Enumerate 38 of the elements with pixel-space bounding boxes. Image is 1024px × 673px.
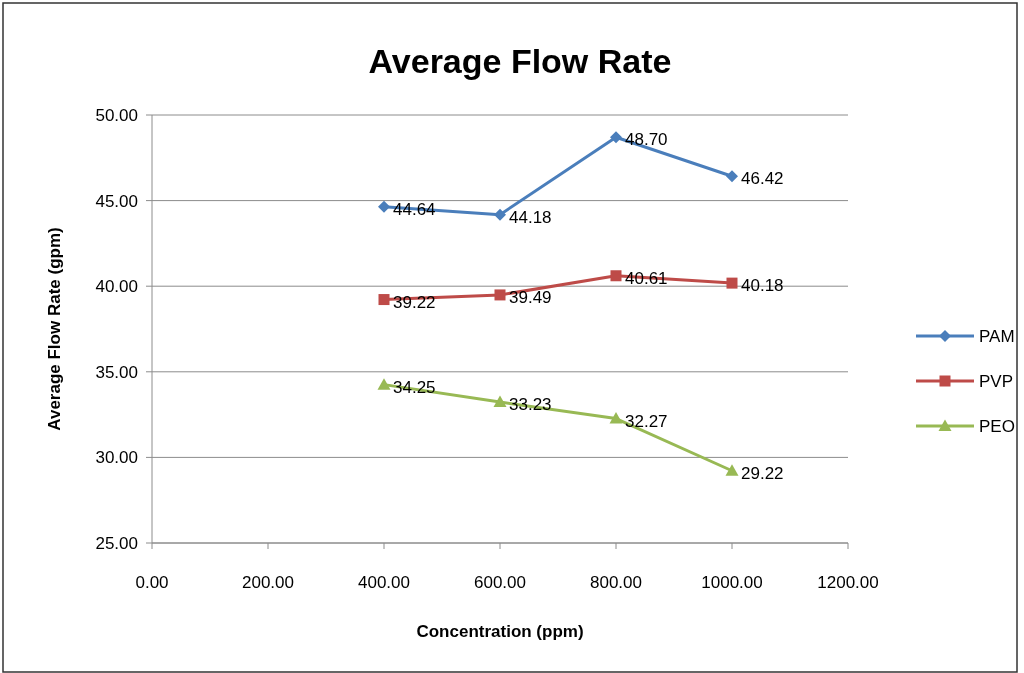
x-axis-title: Concentration (ppm) [416,622,584,641]
data-label: 39.49 [509,287,552,307]
x-tick-label: 200.00 [242,573,294,592]
point [726,277,738,289]
y-tick-label: 30.00 [95,448,138,468]
data-label: 32.27 [625,411,668,431]
point [726,170,738,183]
y-axis-title: Average Flow Rate (gpm) [45,227,64,431]
data-label: 46.42 [741,169,784,189]
data-label: 40.18 [741,276,784,296]
x-tick-label: 400.00 [358,573,410,592]
point [494,208,506,221]
legend-label: PAM [979,327,1015,346]
data-label: 44.18 [509,207,552,227]
point [377,378,391,390]
chart-title: Average Flow Rate [368,42,672,80]
legend-label: PVP [979,372,1014,391]
y-tick-label: 45.00 [95,191,138,211]
point [378,200,390,213]
y-tick-label: 25.00 [95,534,138,553]
x-tick-label: 1000.00 [701,573,763,592]
x-tick-label: 0.00 [135,573,169,592]
y-tick-label: 35.00 [95,362,138,382]
point [610,270,622,282]
point [494,289,506,301]
point [378,294,390,306]
x-tick-label: 1200.00 [817,573,879,592]
y-tick-label: 50.00 [95,106,138,125]
legend-label: PEO [979,417,1015,436]
point [610,131,622,144]
point [609,412,623,424]
y-tick-label: 40.00 [95,277,138,297]
point [493,395,507,408]
data-label: 48.70 [625,130,668,150]
data-label: 29.22 [741,463,784,483]
x-tick-label: 600.00 [474,573,526,592]
point [725,464,739,476]
x-tick-label: 800.00 [590,573,642,592]
